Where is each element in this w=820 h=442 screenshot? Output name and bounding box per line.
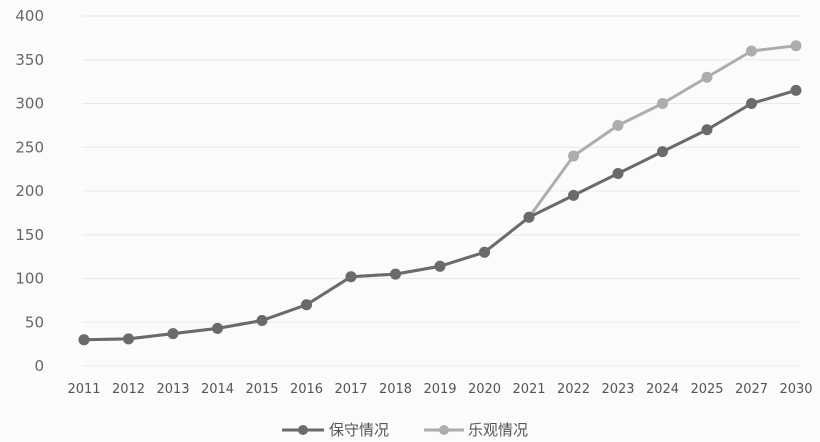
- y-tick-label: 50: [25, 313, 44, 331]
- y-tick-label: 0: [34, 357, 44, 375]
- data-point: [790, 84, 802, 96]
- data-point: [657, 146, 668, 158]
- x-tick-label: 2027: [735, 382, 768, 397]
- y-tick-label: 350: [15, 51, 44, 69]
- x-tick-label: 2018: [379, 382, 412, 397]
- data-point: [701, 71, 713, 83]
- x-tick-label: 2015: [245, 382, 278, 397]
- y-tick-label: 400: [15, 7, 44, 25]
- data-point: [390, 268, 401, 280]
- grid-lines: [82, 15, 800, 367]
- data-point: [523, 211, 535, 223]
- y-tick-label: 100: [15, 270, 44, 288]
- legend-marker-optimistic: [439, 425, 449, 435]
- x-tick-label: 2020: [468, 382, 501, 397]
- data-point: [123, 333, 134, 345]
- y-tick-label: 150: [15, 226, 44, 244]
- y-tick-label: 200: [15, 182, 44, 200]
- x-axis-ticks: 2011 2012 2013 2014 2015 2016 2017 2018 2019 2020…: [67, 382, 812, 397]
- data-point: [568, 150, 579, 162]
- data-point: [657, 98, 668, 109]
- data-point: [568, 189, 579, 201]
- series-line-conservative: [83, 88, 797, 342]
- x-tick-label: 2024: [646, 382, 679, 397]
- data-point: [790, 40, 802, 52]
- legend-marker-conservative: [298, 425, 308, 435]
- x-tick-label: 2022: [557, 382, 590, 397]
- data-point: [746, 98, 757, 109]
- data-point: [479, 246, 490, 258]
- data-point: [612, 168, 624, 179]
- data-point: [256, 315, 268, 326]
- data-point: [701, 124, 713, 136]
- data-point: [212, 322, 223, 334]
- legend-label-optimistic: 乐观情况: [468, 421, 528, 439]
- data-point: [167, 328, 179, 340]
- data-point: [434, 260, 446, 272]
- data-point: [345, 271, 357, 283]
- x-tick-label: 2025: [690, 382, 723, 397]
- y-tick-label: 250: [15, 138, 44, 156]
- data-point: [78, 334, 90, 346]
- x-tick-label: 2023: [601, 382, 634, 397]
- x-tick-label: 2017: [334, 382, 367, 397]
- y-tick-label: 300: [15, 95, 44, 113]
- series-lines: [78, 40, 802, 346]
- data-point: [301, 299, 312, 311]
- x-tick-label: 2011: [67, 382, 100, 397]
- data-point: [746, 45, 757, 57]
- legend: 保守情况 乐观情况: [282, 421, 528, 439]
- data-point: [612, 119, 624, 131]
- x-tick-label: 2013: [156, 382, 189, 397]
- x-tick-label: 2030: [779, 382, 812, 397]
- x-tick-label: 2012: [112, 382, 145, 397]
- y-axis-ticks: 0 50 100 150 200 250 300 350 400: [15, 7, 44, 375]
- series-line-optimistic: [83, 44, 797, 342]
- legend-label-conservative: 保守情况: [329, 421, 389, 439]
- x-tick-label: 2019: [423, 382, 456, 397]
- x-tick-label: 2021: [512, 382, 545, 397]
- x-tick-label: 2016: [290, 382, 323, 397]
- x-tick-label: 2014: [201, 382, 234, 397]
